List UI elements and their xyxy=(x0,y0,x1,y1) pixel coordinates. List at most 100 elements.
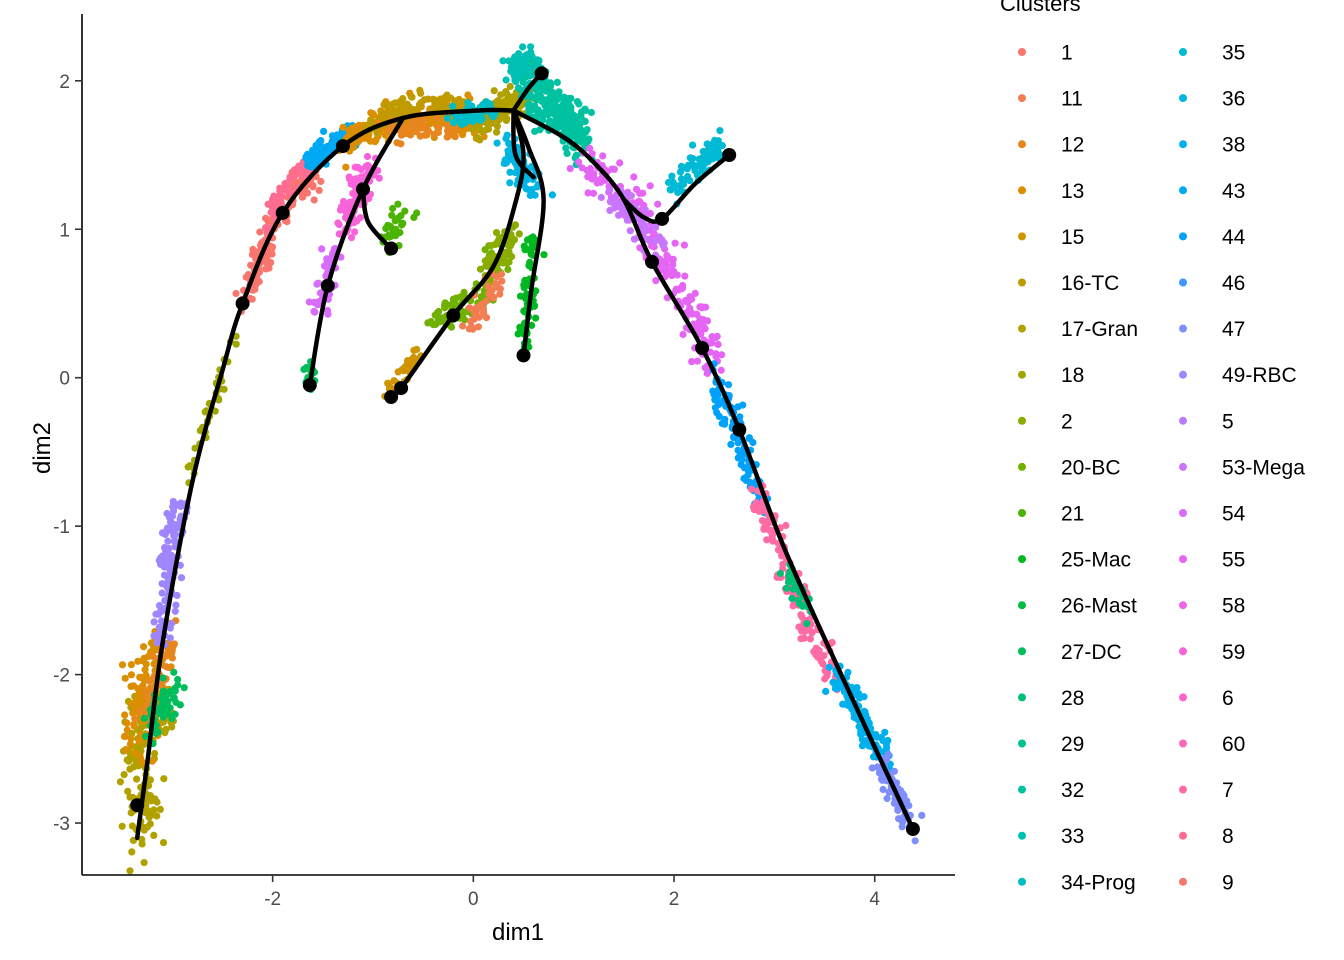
legend-label: 16-TC xyxy=(1061,272,1119,295)
data-point xyxy=(709,387,717,395)
data-point xyxy=(297,166,306,174)
data-point xyxy=(654,200,662,208)
data-point xyxy=(305,298,313,306)
data-point xyxy=(354,175,362,183)
data-point xyxy=(566,165,574,173)
data-point xyxy=(681,272,689,280)
data-point xyxy=(143,823,151,831)
data-point xyxy=(642,224,650,232)
legend-swatch xyxy=(1018,877,1026,886)
data-point xyxy=(339,123,347,131)
trajectory-node xyxy=(384,241,399,256)
legend-swatch xyxy=(1179,462,1187,471)
data-point xyxy=(169,497,177,506)
legend-label: 13 xyxy=(1061,180,1084,203)
data-point xyxy=(701,149,709,157)
data-point xyxy=(548,191,557,199)
legend-entry: 15 xyxy=(1018,226,1084,249)
legend-swatch xyxy=(1018,370,1026,379)
data-point xyxy=(792,584,800,593)
data-point xyxy=(529,59,537,67)
data-point xyxy=(482,314,491,322)
data-point xyxy=(121,711,129,719)
data-point xyxy=(170,640,178,648)
data-point xyxy=(149,652,157,661)
data-point xyxy=(441,301,449,309)
data-point xyxy=(522,73,530,81)
data-point xyxy=(507,63,516,71)
data-point xyxy=(140,643,148,651)
data-point xyxy=(391,217,399,225)
x-tick-label: 0 xyxy=(468,889,479,910)
data-point xyxy=(782,521,790,530)
legend-label: 2 xyxy=(1061,410,1073,433)
data-point xyxy=(118,822,126,830)
legend-swatch xyxy=(1179,48,1187,56)
data-point xyxy=(517,55,525,64)
data-point xyxy=(579,133,587,141)
data-point xyxy=(171,607,179,615)
data-point xyxy=(365,194,373,202)
data-point xyxy=(714,137,722,145)
data-point xyxy=(563,149,571,157)
data-point xyxy=(606,206,614,215)
data-point xyxy=(138,835,146,844)
data-point xyxy=(819,660,827,668)
data-point xyxy=(469,325,477,333)
trajectory-node xyxy=(302,378,317,393)
data-point xyxy=(166,687,174,696)
data-point xyxy=(131,749,139,757)
data-point xyxy=(318,245,326,253)
data-point xyxy=(490,87,498,95)
data-point xyxy=(877,733,886,742)
data-point xyxy=(166,634,174,642)
y-tick-label: 0 xyxy=(59,369,70,390)
data-point xyxy=(164,562,172,570)
data-point xyxy=(159,687,167,695)
point-cloud xyxy=(374,114,461,148)
legend-swatch xyxy=(1179,647,1187,656)
data-point xyxy=(315,138,323,146)
data-point xyxy=(669,267,678,275)
data-point xyxy=(180,684,188,692)
legend-swatch xyxy=(1179,555,1187,564)
legend-entry: 1 xyxy=(1018,42,1073,65)
data-point xyxy=(499,57,507,65)
data-point xyxy=(159,674,167,682)
data-point xyxy=(282,186,290,194)
data-point xyxy=(588,150,596,158)
data-point xyxy=(127,671,135,679)
legend-entry: 33 xyxy=(1018,825,1084,848)
legend-label: 7 xyxy=(1222,779,1234,802)
data-point xyxy=(734,439,742,447)
data-point xyxy=(472,307,480,315)
data-point xyxy=(161,555,169,563)
data-point xyxy=(676,183,685,191)
data-point xyxy=(346,130,354,138)
data-point xyxy=(161,596,169,605)
legend-label: 26-Mast xyxy=(1061,595,1137,618)
data-point xyxy=(156,805,164,814)
data-point xyxy=(244,271,252,279)
data-point xyxy=(583,166,591,174)
legend-swatch xyxy=(1179,140,1187,149)
data-point xyxy=(530,302,538,310)
data-point xyxy=(371,138,379,146)
data-point xyxy=(712,350,720,358)
data-point xyxy=(481,246,489,254)
data-point xyxy=(693,357,702,365)
data-point xyxy=(464,99,472,107)
data-point xyxy=(505,258,513,266)
legend-label: 33 xyxy=(1061,825,1084,848)
data-point xyxy=(589,189,598,197)
data-point xyxy=(386,101,394,109)
y-axis-title: dim2 xyxy=(29,422,56,474)
legend-swatch xyxy=(1018,647,1026,656)
legend-entry: 7 xyxy=(1179,779,1234,802)
data-point xyxy=(795,600,804,608)
data-point xyxy=(512,77,520,86)
data-point xyxy=(291,166,299,174)
data-point xyxy=(435,123,443,131)
data-point xyxy=(265,264,273,272)
data-point xyxy=(262,214,270,222)
